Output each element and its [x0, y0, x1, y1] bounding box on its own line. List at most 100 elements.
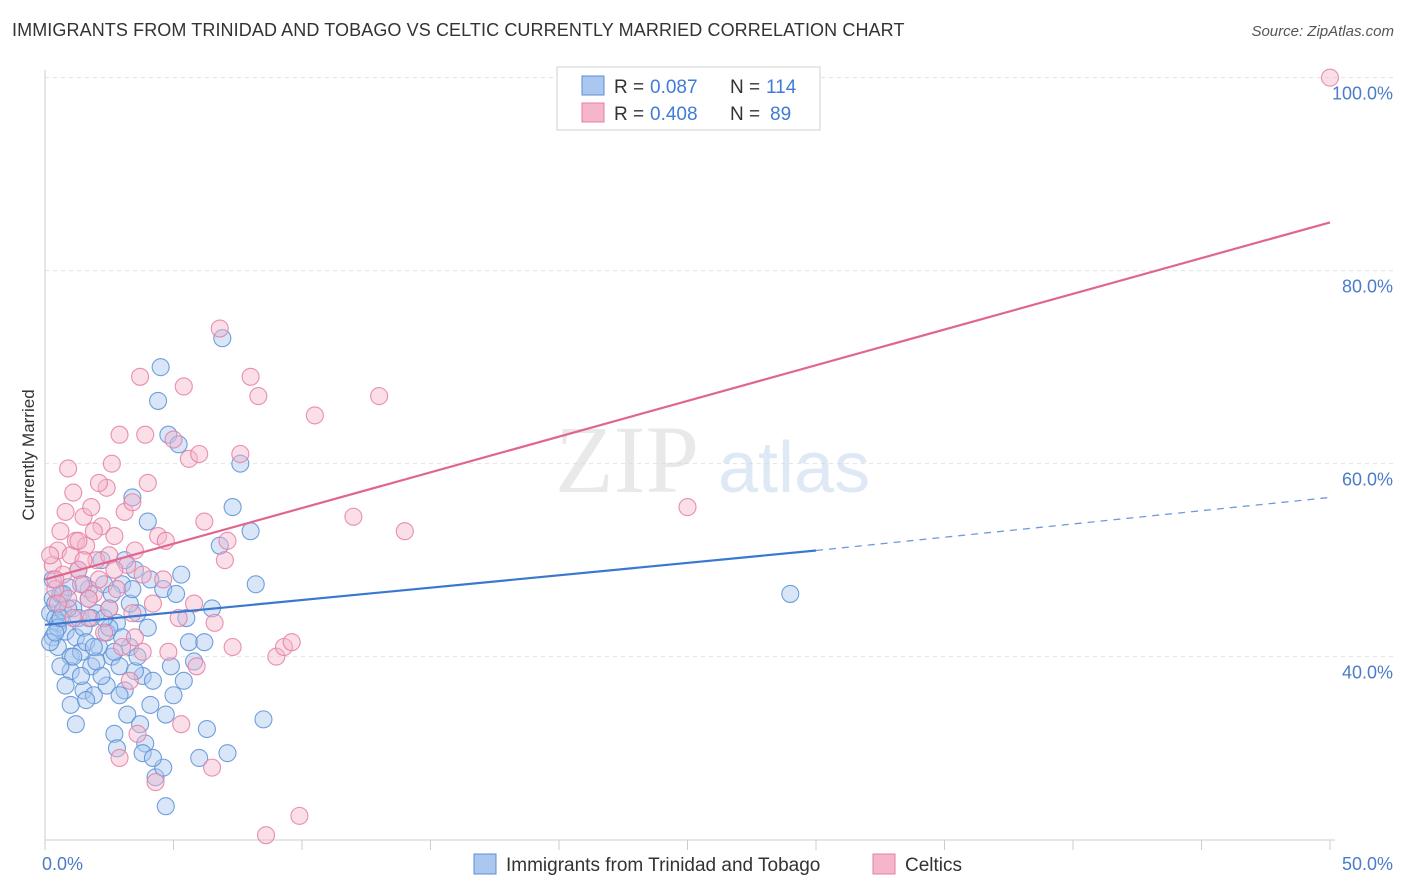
trinidad-trend-extension — [815, 496, 1331, 552]
trinidad-point-69 — [51, 657, 70, 676]
axes — [44, 70, 1335, 841]
celtics-point-83 — [64, 608, 83, 628]
celtics-point-51 — [215, 551, 234, 570]
stats-n-value-blue: 114 — [766, 77, 797, 98]
trinidad-point-91 — [156, 797, 175, 816]
y-tick-labels: 40.0% 60.0% 80.0% 100.0% — [1332, 84, 1393, 683]
celtics-point-45 — [179, 449, 198, 468]
celtics-point-78 — [172, 715, 191, 734]
trinidad-point-54 — [169, 435, 188, 454]
celtics-point-18 — [89, 570, 109, 589]
stats-n-value-pink: 89 — [770, 104, 791, 125]
stats-n-label-pink: N = — [730, 104, 760, 125]
watermark-atlas: atlas — [718, 428, 870, 508]
celtics-point-34 — [131, 367, 150, 386]
celtics-point-44 — [174, 377, 193, 396]
trinidad-point-89 — [133, 744, 152, 763]
celtics-point-26 — [110, 425, 129, 444]
celtics-point-60 — [290, 806, 309, 825]
celtics-point-16 — [84, 584, 103, 603]
series-celtics-points — [41, 68, 1340, 845]
trinidad-trend-line — [44, 549, 817, 626]
trinidad-point-43 — [138, 512, 157, 531]
y-tick-label-1: 60.0% — [1342, 470, 1393, 490]
bottom-legend: Immigrants from Trinidad and Tobago Celt… — [473, 853, 962, 876]
stats-legend: R = 0.087 N = 114 R = 0.408 N = 89 — [556, 66, 821, 131]
trinidad-point-108 — [123, 580, 142, 599]
celtics-point-86 — [125, 628, 144, 647]
legend-swatch-celtics — [872, 853, 896, 875]
stats-r-value-pink: 0.408 — [650, 104, 698, 125]
celtics-point-43 — [169, 608, 188, 628]
celtics-point-79 — [187, 657, 206, 676]
celtics-point-12 — [74, 507, 93, 526]
trinidad-point-70 — [61, 695, 80, 714]
celtics-point-73 — [110, 748, 129, 768]
trinidad-point-67 — [254, 710, 273, 729]
trinidad-point-37 — [123, 488, 142, 507]
celtics-point-8 — [64, 483, 83, 502]
celtics-point-64 — [395, 522, 414, 541]
trinidad-point-48 — [151, 358, 170, 377]
celtics-point-62 — [344, 507, 363, 526]
trinidad-point-52 — [161, 657, 180, 676]
trinidad-point-84 — [56, 676, 75, 695]
trinidad-point-30 — [105, 724, 124, 743]
x-tick-label-max: 50.0% — [1342, 854, 1393, 874]
trinidad-point-63 — [223, 498, 242, 517]
trinidad-point-85 — [77, 691, 96, 710]
celtics-point-56 — [256, 826, 276, 845]
trinidad-point-74 — [102, 584, 121, 603]
watermark-zip: ZIP — [555, 406, 699, 513]
trinidad-point-35 — [118, 705, 137, 724]
celtics-point-68 — [59, 459, 78, 478]
celtics-point-71 — [89, 473, 109, 493]
chart-title: IMMIGRANTS FROM TRINIDAD AND TOBAGO VS C… — [12, 20, 905, 40]
trinidad-point-73 — [92, 666, 111, 686]
celtics-point-14 — [79, 608, 98, 628]
trinidad-point-99 — [128, 647, 147, 666]
trinidad-point-110 — [71, 666, 91, 686]
celtics-point-20 — [95, 623, 114, 642]
celtics-point-81 — [218, 531, 237, 550]
y-tick-label-0: 40.0% — [1342, 663, 1393, 683]
celtics-point-69 — [69, 531, 88, 550]
celtics-point-52 — [223, 637, 242, 657]
celtics-point-55 — [249, 387, 268, 406]
trinidad-point-83 — [64, 647, 83, 666]
trinidad-point-80 — [177, 608, 196, 628]
celtics-point-41 — [159, 642, 178, 661]
celtics-point-67 — [48, 594, 67, 613]
trinidad-point-46 — [146, 768, 165, 787]
x-tick-label-min: 0.0% — [42, 854, 83, 874]
celtics-point-54 — [241, 367, 260, 386]
celtics-point-5 — [56, 502, 75, 521]
celtics-point-70 — [79, 589, 98, 608]
trinidad-point-101 — [66, 715, 85, 734]
trinidad-point-59 — [197, 719, 216, 739]
celtics-point-36 — [136, 425, 155, 444]
celtics-point-61 — [305, 406, 324, 425]
celtics-point-65 — [678, 498, 697, 517]
celtics-point-38 — [143, 594, 162, 613]
y-tick-label-2: 80.0% — [1342, 277, 1393, 297]
celtics-point-1 — [46, 580, 65, 599]
trinidad-point-94 — [59, 599, 78, 618]
celtics-point-49 — [203, 758, 222, 777]
trinidad-point-93 — [41, 633, 60, 652]
trinidad-point-57 — [185, 652, 204, 671]
stats-r-value-blue: 0.087 — [650, 77, 698, 98]
trinidad-point-90 — [143, 748, 162, 768]
celtics-point-22 — [100, 599, 119, 618]
celtics-point-84 — [84, 522, 103, 541]
x-axis-ticks — [44, 840, 1331, 850]
trinidad-point-53 — [164, 686, 183, 705]
y-tick-label-3: 100.0% — [1332, 84, 1393, 104]
celtics-point-88 — [1320, 68, 1340, 87]
celtics-point-40 — [154, 570, 173, 589]
celtics-point-76 — [146, 773, 165, 792]
celtics-point-74 — [123, 493, 142, 512]
celtics-point-47 — [190, 444, 209, 464]
trinidad-point-96 — [87, 652, 106, 671]
